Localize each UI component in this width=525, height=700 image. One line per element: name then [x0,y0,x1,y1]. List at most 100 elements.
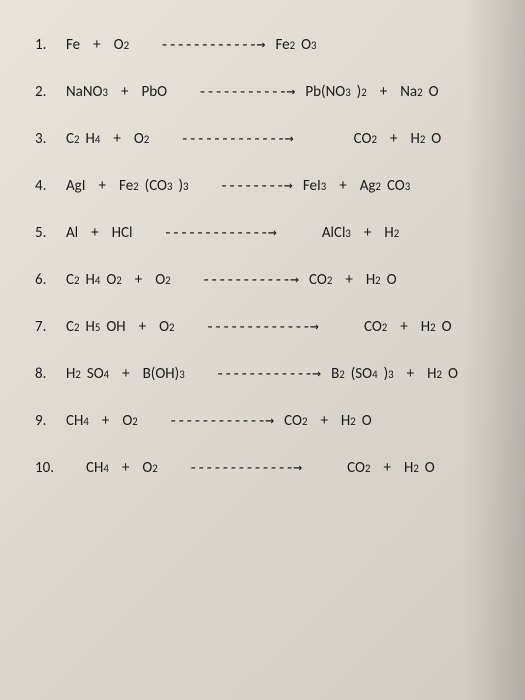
chemical-term: )2 [357,83,367,101]
chemical-term: AgI [66,177,86,195]
element-symbol: Ag [360,177,376,195]
element-symbol: CO [347,459,365,477]
plus-operator: + [121,83,128,101]
plus-operator: + [400,318,407,336]
plus-operator: + [122,459,129,477]
element-symbol: NaNO [66,83,102,101]
chemical-term: Fe [66,36,80,54]
equation-number: 10. [35,459,59,477]
reaction-arrow: -----------→ [202,270,298,288]
reaction-arrow: -------------→ [180,129,292,147]
element-symbol: O [431,130,441,148]
plus-operator: + [345,271,352,289]
element-symbol: O [362,412,372,430]
element-symbol: H [410,130,419,148]
chemical-term: O2 [159,318,174,336]
chemical-term: O [442,318,452,336]
element-symbol: O [387,271,397,289]
chemical-term: H2 [66,365,81,383]
chemical-term: H2 [366,271,381,289]
element-symbol: O [159,318,169,336]
chemical-term: H4 [85,271,100,289]
chemical-term: H2 [341,412,356,430]
element-symbol: H [85,318,94,336]
plus-operator: + [102,412,109,430]
chemical-term: O2 [155,271,170,289]
element-symbol: O [429,83,439,101]
element-symbol: OH [106,318,125,336]
element-symbol: Pb(NO [305,83,345,101]
chemical-term: OH [106,318,125,336]
plus-operator: + [407,365,414,383]
element-symbol: CO [309,271,327,289]
equation-number: 6. [35,271,59,289]
equation-row: 10.CH4+O2-------------→CO2+H2O [35,458,505,477]
chemical-term: H5 [85,318,100,336]
element-symbol: Fe [119,177,133,195]
reaction-arrow: ------------→ [160,35,264,53]
element-symbol: CH [86,459,103,477]
chemical-term: Fe2 [119,177,139,195]
equation-row: 3.C2H4+O2-------------→CO2+H2O [35,129,505,148]
element-symbol: C [66,130,74,148]
chemical-term: C2 [66,271,79,289]
element-symbol: SO [87,365,104,383]
element-symbol: HCl [112,224,133,242]
equation-row: 2.NaNO3+PbO-----------→ Pb(NO3)2+Na2O [35,82,505,101]
element-symbol: O [114,36,124,54]
chemical-term: Al [66,224,78,242]
element-symbol: AgI [66,177,86,195]
reaction-arrow: ------------→ [169,411,273,429]
reaction-arrow: -------------→ [163,223,275,241]
element-symbol: CH [66,412,83,430]
chemical-term: Fe2 [275,36,295,54]
equation-number: 9. [35,412,59,430]
element-symbol: Al [66,224,78,242]
equation-row: 9.CH4+O2------------→ CO2+H2O [35,411,505,430]
chemical-term: Ag2 [360,177,381,195]
element-symbol: O [106,271,116,289]
chemical-term: CO2 [309,271,332,289]
chemical-term: H2 [427,365,442,383]
chemical-term: CO2 [347,459,370,477]
element-symbol: H [85,130,94,148]
chemical-term: Pb(NO3 [305,83,350,101]
equation-row: 6. C2 H4 O2 + O2 -----------→ CO2 + H2 O [35,270,505,289]
element-symbol: O [134,130,144,148]
chemical-term: FeI3 [303,177,326,195]
equation-number: 1. [35,36,59,54]
chemical-term: O [425,459,435,477]
chemical-term: H2 [421,318,436,336]
plus-operator: + [139,318,146,336]
chemical-term: H2 [410,130,425,148]
chemical-term: O [387,271,397,289]
element-symbol: Fe [275,36,289,54]
equation-row: 5.Al+HCl-------------→AlCl3+H2 [35,223,505,242]
chemical-term: O2 [142,459,157,477]
element-symbol: H [421,318,430,336]
plus-operator: + [113,130,120,148]
chemical-term: O [429,83,439,101]
element-symbol: H [404,459,413,477]
element-symbol: B [331,365,339,383]
element-symbol: (SO [351,365,372,383]
chemical-term: AlCl3 [322,224,351,242]
equation-number: 3. [35,130,59,148]
equation-number: 5. [35,224,59,242]
chemical-term: O2 [134,130,149,148]
plus-operator: + [383,459,390,477]
chemical-term: O2 [106,271,121,289]
element-symbol: O [301,36,311,54]
plus-operator: + [390,130,397,148]
chemical-term: H2 [404,459,419,477]
element-symbol: O [442,318,452,336]
element-symbol: FeI [303,177,321,195]
element-symbol: CO [284,412,302,430]
chemical-term: O [448,365,458,383]
element-symbol: CO [364,318,382,336]
plus-operator: + [135,271,142,289]
chemical-term: H4 [85,130,100,148]
equation-row: 4.AgI+Fe2(CO3)3--------→ FeI3+Ag2CO3 [35,176,505,195]
chemical-term: )3 [384,365,394,383]
element-symbol: Fe [66,36,80,54]
